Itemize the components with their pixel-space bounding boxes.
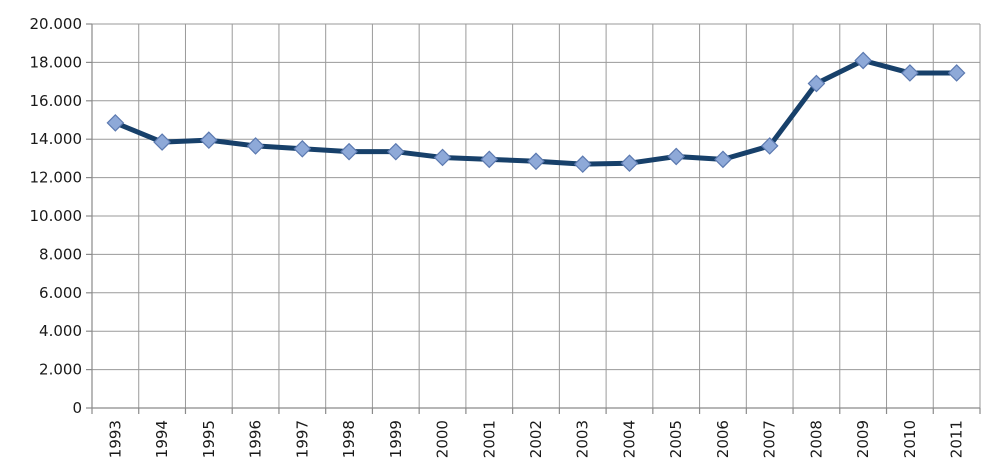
x-tick-label: 1994: [153, 420, 171, 458]
data-point-marker: [106, 114, 125, 132]
y-tick-label: 12.000: [30, 169, 83, 187]
axis-layer: [86, 23, 981, 414]
x-tick-label: 2010: [901, 420, 919, 458]
x-tick-label: 1996: [247, 420, 265, 458]
x-tick-label: 2002: [527, 420, 545, 458]
data-point-marker: [527, 152, 545, 171]
data-point-marker: [340, 142, 358, 161]
y-tick-label: 14.000: [30, 130, 83, 148]
data-point-marker: [854, 51, 873, 70]
y-tick-label: 6.000: [39, 284, 82, 302]
data-point-marker: [760, 137, 779, 155]
x-tick-label: 1997: [293, 420, 311, 458]
x-tick-label: 2005: [667, 420, 685, 458]
data-point-marker: [807, 74, 826, 93]
data-point-marker: [714, 150, 732, 169]
y-tick-label: 2.000: [39, 361, 82, 379]
x-tick-label: 2000: [434, 420, 452, 458]
x-tick-label: 2008: [807, 420, 825, 458]
data-point-marker: [153, 133, 171, 151]
y-tick-label: 10.000: [30, 207, 83, 225]
x-tick-label: 1998: [340, 420, 358, 458]
x-tick-label: 2003: [574, 420, 592, 458]
grid-layer: [91, 23, 981, 408]
x-tick-labels: 1993 1994 1995 1996 1997 1998 1999 2000 2001 2002…: [106, 420, 965, 458]
x-tick-label: 2004: [620, 420, 638, 458]
data-point-marker: [573, 155, 592, 174]
x-tick-label: 2007: [761, 420, 779, 458]
y-tick-label: 0: [72, 399, 82, 417]
x-tick-label: 1999: [387, 420, 405, 458]
x-tick-label: 2011: [948, 420, 966, 458]
y-tick-label: 16.000: [30, 92, 83, 110]
y-tick-label: 20.000: [30, 15, 83, 33]
y-tick-label: 4.000: [39, 322, 82, 340]
data-point-marker: [293, 139, 312, 158]
data-point-marker: [620, 154, 639, 173]
data-point-marker: [901, 64, 919, 82]
data-point-marker: [947, 64, 966, 82]
data-point-marker: [199, 131, 218, 150]
data-point-marker: [480, 150, 499, 169]
series-layer: [106, 51, 966, 174]
data-point-marker: [433, 148, 452, 167]
x-tick-label: 2006: [714, 420, 732, 458]
data-point-marker: [246, 137, 265, 155]
series-line: [112, 57, 960, 167]
x-tick-label: 2001: [480, 420, 498, 458]
data-point-marker: [667, 147, 686, 166]
x-tick-label: 1995: [200, 420, 218, 458]
y-tick-label: 8.000: [39, 245, 82, 263]
y-tick-labels: 0 2.000 4.000 6.000 8.000 10.000 12.000 14.000 1…: [30, 15, 83, 417]
data-point-marker: [386, 142, 405, 161]
x-tick-label: 1993: [106, 420, 124, 458]
x-tick-label: 2009: [854, 420, 872, 458]
y-tick-label: 18.000: [30, 53, 83, 71]
